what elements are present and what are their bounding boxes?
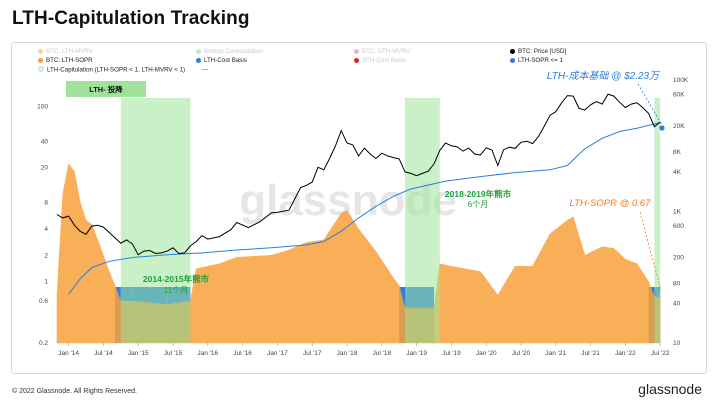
legend-dot-icon (510, 57, 515, 63)
legend-item-sopr-below-1[interactable]: LTH-SOPR <= 1 (510, 57, 563, 65)
capitulation-region-3 (654, 98, 661, 343)
legend-dot-icon (510, 48, 515, 54)
legend-dot-icon (196, 48, 201, 54)
y-left-tick-label: 100 (37, 103, 48, 110)
page-title: LTH-Capitulation Tracking (12, 8, 250, 29)
x-tick-label: Jan '21 (545, 350, 566, 357)
y-right-tick-label: 80 (673, 281, 681, 288)
x-tick-label: Jul '21 (581, 350, 600, 357)
x-tick-label: Jul '20 (512, 350, 531, 357)
x-tick-label: Jul '14 (94, 350, 113, 357)
bear-2018-title: 2018-2019年熊市 (445, 189, 512, 199)
y-right-tick-label: 600 (673, 223, 684, 230)
legend-dot-icon (196, 57, 201, 63)
sopr-annotation: LTH-SOPR @ 0.67 (570, 198, 651, 209)
y-right-tick-label: 1K (673, 209, 682, 216)
x-tick-label: Jul '16 (233, 350, 252, 357)
cost-basis-marker (659, 125, 665, 131)
x-tick-label: Jan '15 (128, 350, 149, 357)
x-tick-label: Jul '18 (373, 350, 392, 357)
x-tick-label: Jan '17 (267, 350, 288, 357)
legend-dot-icon (38, 57, 43, 63)
x-tick-label: Jan '19 (406, 350, 427, 357)
bear-2018-duration: 6个月 (468, 200, 488, 209)
glassnode-logo: glassnode (638, 381, 702, 397)
x-tick-label: Jan '20 (476, 350, 497, 357)
capitulation-region-2 (405, 98, 440, 343)
y-left-tick-label: 0.6 (39, 298, 48, 305)
x-tick-label: Jul '19 (442, 350, 461, 357)
bear-2014-title: 2014-2015年熊市 (143, 274, 210, 284)
legend-dot-icon (38, 48, 43, 54)
y-left-tick-label: 1 (44, 279, 48, 286)
y-right-tick-label: 60K (673, 92, 685, 99)
x-tick-label: Jul '15 (164, 350, 183, 357)
y-right-tick-label: 10 (673, 340, 681, 347)
y-left-tick-label: 4 (44, 226, 48, 233)
btc-price-line (56, 93, 661, 256)
legend-item-bottom-consolidation[interactable]: Bottom Consolidation (196, 48, 263, 56)
legend-dot-icon (354, 57, 359, 63)
legend-dash-icon: --- (202, 66, 209, 73)
legend-item-lth-sopr[interactable]: BTC: LTH-SOPR (38, 57, 93, 65)
y-left-tick-label: 2 (44, 252, 48, 259)
capitulation-badge-label: LTH- 投降 (89, 84, 123, 94)
legend-dot-icon (354, 48, 359, 54)
legend-item-sth-cost-basis[interactable]: STH-Cost Basis (354, 57, 406, 65)
sopr-leader-line (639, 211, 662, 291)
y-right-tick-label: 100K (673, 77, 689, 84)
capitulation-badge (66, 81, 146, 97)
legend-item-lth-cost-basis[interactable]: LTH-Cost Basis (196, 57, 247, 65)
x-tick-label: Jan '16 (197, 350, 218, 357)
capitulation-region-1 (120, 98, 191, 343)
cost-basis-annotation: LTH-成本基础 @ $2.23万 (547, 70, 661, 82)
y-right-tick-label: 40 (673, 300, 681, 307)
x-tick-label: Jul '17 (303, 350, 322, 357)
x-tick-label: Jan '14 (58, 350, 79, 357)
y-right-tick-label: 200 (673, 254, 684, 261)
legend-item-sth-mvrv[interactable]: BTC: STH-MVRV (354, 48, 410, 56)
y-left-tick-label: 40 (41, 138, 49, 145)
y-right-tick-label: 20K (673, 123, 685, 130)
lth-sopr-area (56, 163, 661, 344)
y-left-tick-label: 0.2 (39, 340, 48, 347)
legend-item-lth-capitulation[interactable]: LTH-Capitulation (LTH-SOPR < 1, LTH-MVRV… (38, 66, 185, 75)
y-left-tick-label: 20 (41, 165, 49, 172)
y-right-tick-label: 4K (673, 169, 682, 176)
lth-cost-basis-line (68, 122, 661, 295)
x-tick-label: Jul '22 (651, 350, 670, 357)
legend-dot-icon (38, 66, 44, 72)
bear-2014-duration: 11个月 (164, 286, 188, 295)
y-left-tick-label: 8 (44, 200, 48, 207)
x-tick-label: Jan '18 (337, 350, 358, 357)
x-tick-label: Jan '22 (615, 350, 636, 357)
copyright-text: © 2022 Glassnode. All Rights Reserved. (12, 388, 138, 395)
legend-item-lth-mvrv[interactable]: BTC: LTH-MVRV (38, 48, 93, 56)
legend-item-price[interactable]: BTC: Price [USD] (510, 48, 566, 56)
y-right-tick-label: 8K (673, 149, 682, 156)
